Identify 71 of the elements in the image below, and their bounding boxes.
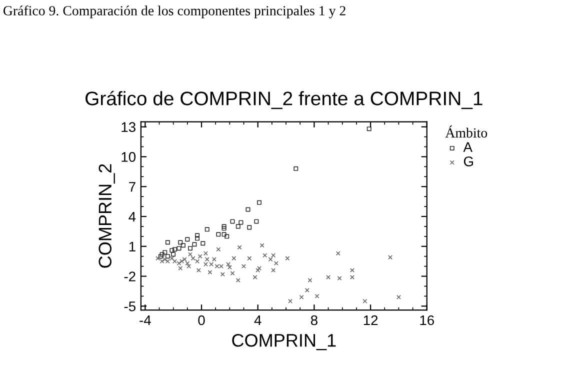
point xyxy=(196,268,201,273)
y-tick-label: 1 xyxy=(129,242,136,252)
y-tick-label: 10 xyxy=(122,152,136,162)
point xyxy=(350,268,354,273)
point xyxy=(257,266,262,271)
x-tick-label: 8 xyxy=(310,315,318,326)
text: Gráfico 9. Comparación de los componentes principales 1 y 2 xyxy=(3,6,346,18)
point xyxy=(362,298,368,304)
x-axis-title: COMPRIN_1 xyxy=(232,334,336,350)
point xyxy=(230,271,235,276)
legend-label: A xyxy=(463,142,472,152)
point xyxy=(271,253,276,258)
point xyxy=(396,294,401,300)
legend-label: G xyxy=(464,156,473,166)
point xyxy=(195,259,200,264)
point xyxy=(156,256,160,261)
point xyxy=(247,256,252,261)
point xyxy=(299,294,304,300)
point xyxy=(226,262,231,267)
point xyxy=(268,257,273,262)
chart-title: Gráfico de COMPRIN_2 frente a COMPRIN_1 xyxy=(86,90,482,110)
point xyxy=(198,254,202,259)
point xyxy=(262,253,268,258)
y-tick-label: -2 xyxy=(124,272,136,282)
point xyxy=(162,257,168,262)
point xyxy=(237,245,242,250)
point xyxy=(204,257,210,262)
point xyxy=(260,243,264,248)
point xyxy=(186,264,192,269)
point xyxy=(256,268,260,273)
point xyxy=(388,255,393,260)
point xyxy=(288,298,293,304)
point xyxy=(218,264,224,269)
point xyxy=(314,294,320,298)
point xyxy=(242,264,246,269)
point xyxy=(188,252,192,257)
point xyxy=(203,251,208,256)
point xyxy=(304,288,310,292)
point xyxy=(336,251,340,256)
x-tick-label: 4 xyxy=(254,315,262,326)
point xyxy=(208,270,212,275)
point xyxy=(170,256,174,261)
point xyxy=(285,256,290,261)
point xyxy=(190,256,196,261)
y-axis-title: COMPRIN_2 xyxy=(98,164,115,268)
point xyxy=(232,256,236,261)
y-tick-label: 4 xyxy=(128,212,136,222)
legend-title: Ámbito xyxy=(445,126,488,138)
x-tick-label: 16 xyxy=(420,315,434,326)
point xyxy=(176,261,182,266)
y-tick-label: 13 xyxy=(122,122,136,132)
point xyxy=(182,257,187,262)
y-tick-label: -5 xyxy=(124,302,136,312)
point xyxy=(326,274,331,280)
point xyxy=(308,278,312,282)
point xyxy=(271,268,276,273)
point xyxy=(227,265,232,270)
point xyxy=(220,272,225,277)
y-tick-label: 7 xyxy=(129,182,136,192)
x-tick-label: -4 xyxy=(140,315,151,326)
point xyxy=(172,259,178,264)
point xyxy=(236,278,240,282)
point xyxy=(252,274,258,280)
x-tick-label: 12 xyxy=(364,315,378,326)
x-tick-label: 0 xyxy=(198,315,205,326)
point xyxy=(212,257,216,262)
point xyxy=(216,247,221,252)
point xyxy=(337,276,342,280)
point xyxy=(178,266,183,271)
point xyxy=(350,274,354,280)
point xyxy=(274,261,278,266)
